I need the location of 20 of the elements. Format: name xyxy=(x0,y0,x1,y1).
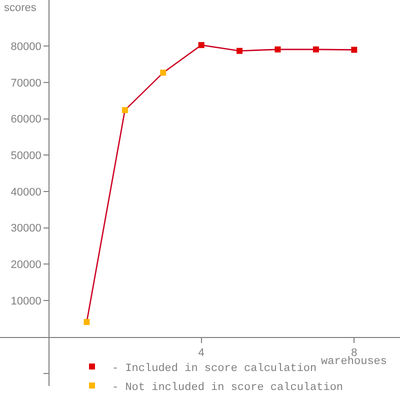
legend-label: - Included in score calculation xyxy=(112,362,317,375)
y-tick-label: 30000 xyxy=(10,222,42,235)
point xyxy=(84,319,90,326)
y-tick-label: 40000 xyxy=(10,186,42,198)
point xyxy=(351,46,358,53)
legend-label: - Not included in score calculation xyxy=(112,382,344,394)
point xyxy=(122,107,128,114)
y-tick-label: 10000 xyxy=(10,295,42,308)
y-tick-label: 80000 xyxy=(10,41,42,54)
y-axis-title: scores xyxy=(4,2,37,14)
point xyxy=(198,42,204,48)
x-tick-label: 4 xyxy=(198,347,204,360)
point xyxy=(160,70,166,76)
y-tick-label: 20000 xyxy=(10,259,42,272)
point xyxy=(274,46,281,52)
y-tick-label: 70000 xyxy=(10,77,42,90)
y-tick-label: 60000 xyxy=(10,114,42,126)
y-tick-label: 50000 xyxy=(10,150,42,162)
point xyxy=(312,46,319,52)
point xyxy=(236,48,243,54)
